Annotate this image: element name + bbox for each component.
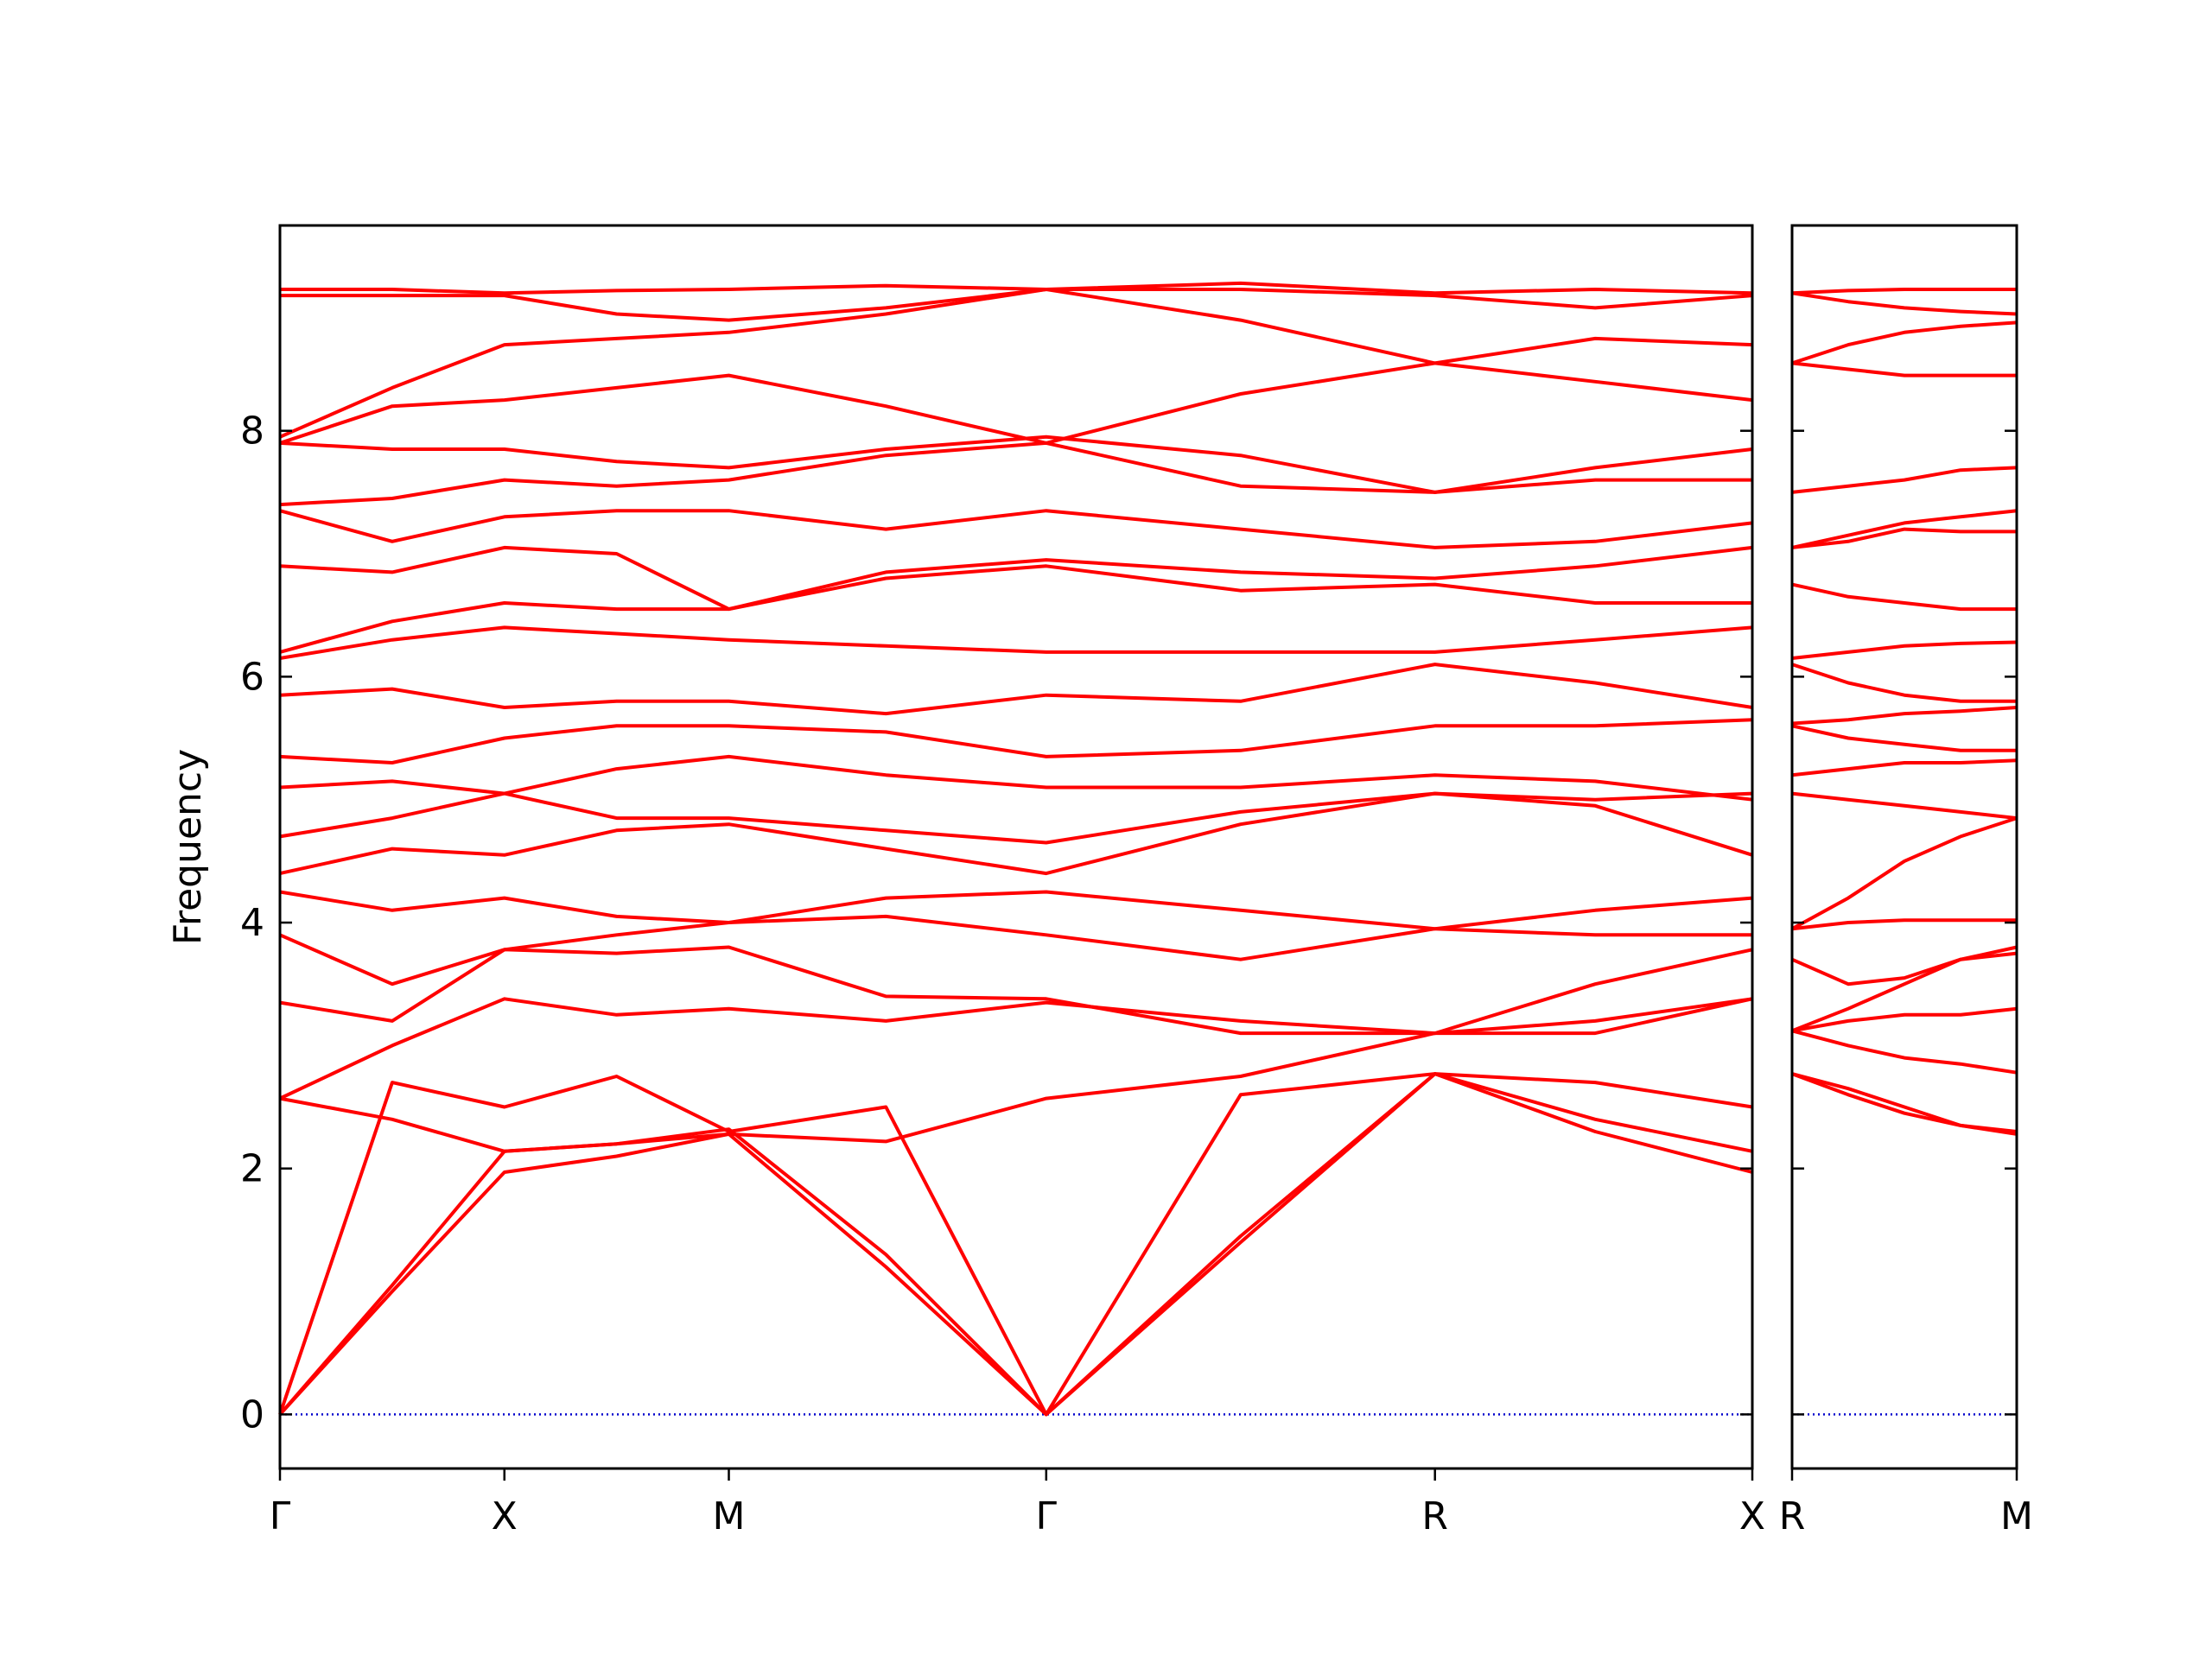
band [279, 791, 1753, 845]
band [1791, 509, 2018, 549]
x-tick-label: R [1421, 1494, 1448, 1538]
band [279, 997, 1753, 1153]
axes-frame [278, 224, 1754, 1470]
band [279, 361, 1753, 445]
band [279, 718, 1753, 764]
band [1791, 791, 2018, 821]
y-tick-label: 6 [240, 655, 264, 699]
band [279, 791, 1753, 876]
band [278, 1072, 1753, 1417]
x-tick-label: M [2000, 1494, 2033, 1538]
band [1791, 527, 2017, 549]
band [1791, 1072, 2018, 1133]
band [279, 754, 1753, 802]
band [1791, 291, 2018, 316]
band [1791, 706, 2018, 726]
x-tick-label: Γ [1036, 1494, 1058, 1538]
band [1791, 1006, 2018, 1033]
y-tick-label: 4 [240, 901, 264, 945]
band [279, 945, 1753, 1036]
x-tick-label: X [1739, 1494, 1765, 1538]
band [1791, 1029, 2018, 1075]
band [1791, 918, 2017, 931]
band [279, 914, 1752, 986]
band [1791, 640, 2018, 660]
band [1791, 466, 2018, 494]
band [279, 663, 1753, 716]
y-axis-label: Frequency [166, 749, 210, 945]
x-tick-label: X [492, 1494, 518, 1538]
band [1791, 288, 2017, 295]
band [1791, 816, 2018, 930]
band [280, 281, 1753, 295]
y-tick-label: 8 [240, 409, 264, 454]
band [279, 545, 1753, 612]
band [280, 288, 1753, 322]
band [1791, 320, 2018, 365]
band [278, 1072, 1753, 1417]
band [1791, 758, 2018, 777]
band [1791, 724, 2017, 752]
band [1791, 945, 2018, 1033]
axes-frame [1790, 224, 2018, 1470]
band [278, 1072, 1753, 1417]
band [279, 288, 1753, 439]
y-tick-label: 2 [240, 1147, 264, 1191]
x-tick-label: R [1779, 1494, 1806, 1538]
band [279, 997, 1753, 1101]
band [279, 625, 1753, 660]
band [279, 441, 1752, 507]
band [279, 564, 1752, 654]
band [279, 435, 1753, 494]
band [1791, 582, 2017, 612]
band [1791, 663, 2017, 703]
band [1791, 951, 2018, 986]
x-tick-label: Γ [270, 1494, 291, 1538]
band [279, 890, 1753, 931]
band [1791, 361, 2017, 377]
x-tick-label: M [713, 1494, 746, 1538]
band [279, 509, 1753, 549]
y-tick-label: 0 [240, 1392, 264, 1437]
